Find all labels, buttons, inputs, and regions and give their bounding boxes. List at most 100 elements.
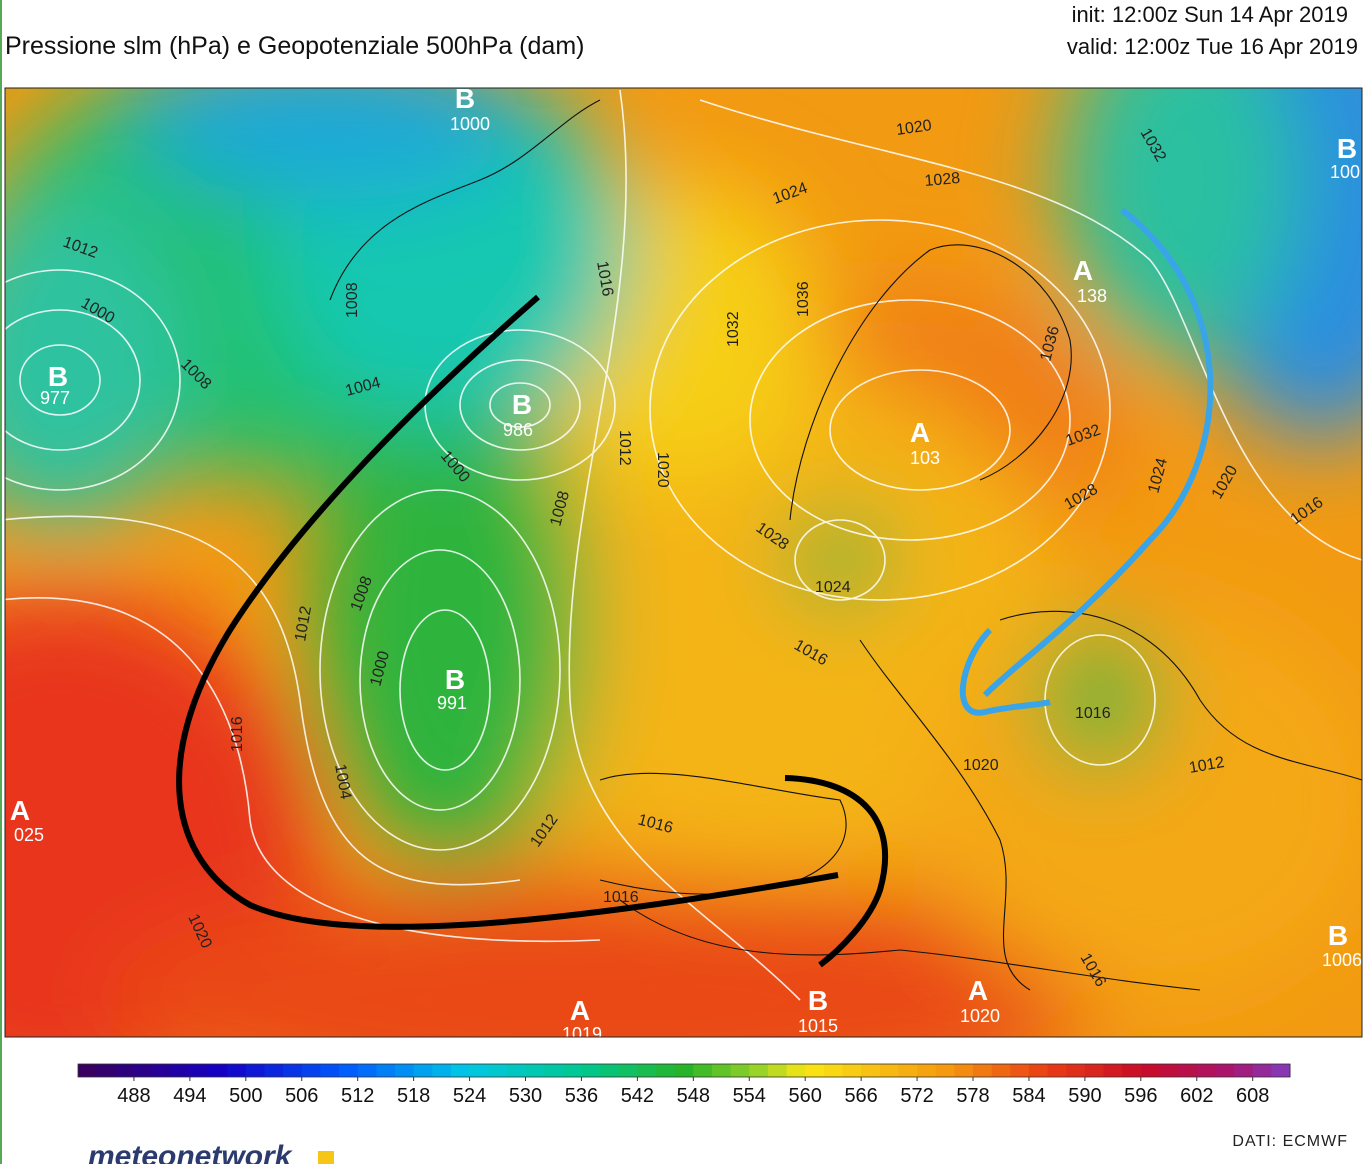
center-letter: A	[10, 795, 30, 826]
center-value: 025	[14, 825, 44, 845]
center-letter: B	[48, 361, 68, 392]
colorbar-segment	[730, 1064, 750, 1077]
colorbar-segment	[1252, 1064, 1272, 1077]
colorbar-tick-label: 548	[677, 1085, 710, 1107]
colorbar-segment	[973, 1064, 993, 1077]
colorbar-segment	[394, 1064, 415, 1077]
colorbar-segment	[711, 1064, 732, 1077]
title: Pressione slm (hPa) e Geopotenziale 500h…	[5, 32, 584, 60]
colorbar-segment	[805, 1064, 825, 1077]
isobar-label: 1020	[963, 757, 999, 774]
colorbar-segment	[450, 1064, 471, 1077]
colorbar-segment	[1196, 1064, 1216, 1077]
colorbar-segment	[264, 1064, 284, 1077]
colorbar-segment	[823, 1064, 843, 1077]
colorbar-segment	[656, 1064, 676, 1077]
colorbar: 488 494 500 506 512 518 524 530 536 542 548 554 560 5…	[77, 1063, 1291, 1107]
colorbar-segment	[152, 1064, 172, 1077]
colorbar-segment	[1103, 1064, 1123, 1077]
colorbar-segment	[1028, 1064, 1049, 1077]
colorbar-segment	[898, 1064, 918, 1077]
colorbar-tick-label: 518	[397, 1085, 430, 1107]
center-value: 138	[1077, 286, 1107, 306]
colorbar-tick-label: 584	[1012, 1085, 1045, 1107]
colorbar-segment	[917, 1064, 937, 1077]
brand: meteonetwork	[88, 1140, 293, 1164]
center-value: 986	[503, 420, 533, 440]
isobar-label: 1016	[593, 260, 616, 298]
colorbar-segment	[879, 1064, 899, 1077]
colorbar-tick-label: 524	[453, 1085, 486, 1107]
colorbar-tick-label: 560	[789, 1085, 822, 1107]
center-letter: A	[1073, 255, 1093, 286]
center-letter: B	[455, 83, 475, 114]
isobar-label: 1036	[795, 281, 812, 317]
colorbar-segment	[320, 1064, 340, 1077]
init-time: init: 12:00z Sun 14 Apr 2019	[1072, 2, 1348, 27]
center-letter: A	[910, 417, 930, 448]
center-value: 1006	[1322, 950, 1362, 970]
colorbar-segment	[1066, 1064, 1086, 1077]
center-value: 1020	[960, 1006, 1000, 1026]
colorbar-segment	[935, 1064, 955, 1077]
isobar-label: 1032	[725, 311, 742, 347]
colorbar-segment	[413, 1064, 433, 1077]
colorbar-segment	[1215, 1064, 1235, 1077]
isobar-label: 1028	[924, 170, 961, 190]
colorbar-tick-label: 602	[1180, 1085, 1213, 1107]
center-value: 1015	[798, 1016, 838, 1036]
colorbar-tick-label: 590	[1068, 1085, 1101, 1107]
colorbar-segment	[581, 1064, 601, 1077]
valid-time: valid: 12:00z Tue 16 Apr 2019	[1067, 34, 1358, 59]
colorbar-segment	[357, 1064, 377, 1077]
colorbar-segment	[786, 1064, 806, 1077]
colorbar-segment	[562, 1064, 582, 1077]
isobar-label: 1012	[1188, 754, 1226, 777]
center-value: 100	[1330, 162, 1360, 182]
colorbar-segment	[506, 1064, 527, 1077]
center-value: 1000	[450, 114, 490, 134]
center-value: 103	[910, 448, 940, 468]
map: 1012 1000 1008 1004 1000 1008 1016 1020 …	[5, 83, 1362, 1044]
colorbar-segment	[749, 1064, 769, 1077]
isobar-label: 1008	[344, 282, 361, 318]
center-letter: B	[1328, 920, 1348, 951]
colorbar-tick-label: 572	[900, 1085, 933, 1107]
colorbar-segment	[544, 1064, 564, 1077]
colorbar-segment	[96, 1064, 116, 1077]
colorbar-segment	[171, 1064, 191, 1077]
colorbar-tick-label: 506	[285, 1085, 318, 1107]
brand-mark	[318, 1151, 334, 1164]
colorbar-segment	[991, 1064, 1011, 1077]
colorbar-segment	[525, 1064, 545, 1077]
colorbar-segment	[842, 1064, 862, 1077]
center-value: 1019	[562, 1024, 602, 1044]
colorbar-tick-label: 578	[956, 1085, 989, 1107]
center-value: 991	[437, 693, 467, 713]
isobar-label: 1012	[616, 430, 633, 466]
colorbar-segment	[208, 1064, 228, 1077]
colorbar-segment	[1159, 1064, 1179, 1077]
colorbar-frame	[77, 1063, 1291, 1078]
center-letter: B	[445, 664, 465, 695]
colorbar-segment	[767, 1064, 788, 1077]
isobar-label: 1012	[292, 605, 315, 643]
colorbar-tick-label: 530	[509, 1085, 542, 1107]
center-value: 977	[40, 388, 70, 408]
colorbar-segment	[1271, 1064, 1291, 1077]
colorbar-segment	[488, 1064, 508, 1077]
colorbar-segment	[600, 1064, 620, 1077]
colorbar-segment	[189, 1064, 210, 1077]
colorbar-tick-label: 542	[621, 1085, 654, 1107]
colorbar-segment	[469, 1064, 489, 1077]
colorbar-tick-label: 488	[117, 1085, 150, 1107]
colorbar-segment	[674, 1064, 694, 1077]
colorbar-tick-label: 554	[733, 1085, 766, 1107]
colorbar-tick-label: 512	[341, 1085, 374, 1107]
colorbar-segment	[1140, 1064, 1160, 1077]
colorbar-segment	[245, 1064, 265, 1077]
center-letter: A	[968, 975, 988, 1006]
colorbar-segment	[693, 1064, 713, 1077]
